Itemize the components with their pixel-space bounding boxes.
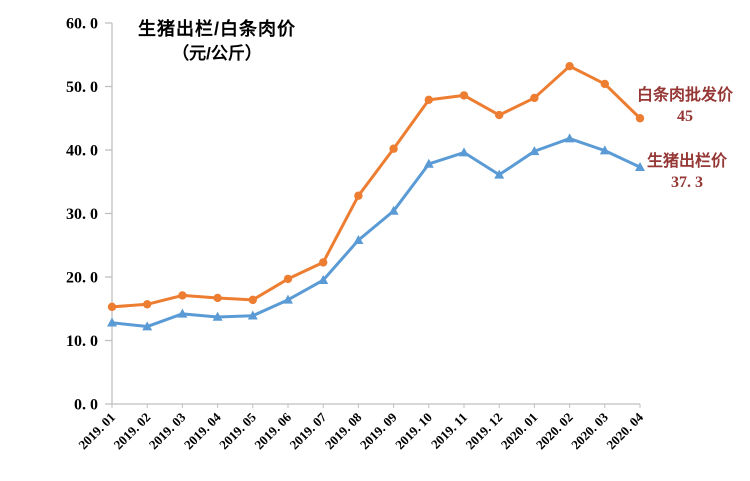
data-point-marker [283, 294, 293, 304]
data-point-marker [248, 295, 257, 305]
series-line [110, 137, 642, 329]
x-tick-label: 2019. 02 [111, 410, 154, 453]
data-point-marker [529, 146, 540, 156]
x-tick-label: 2019. 04 [181, 409, 224, 452]
y-tick-label: 40. 0 [66, 143, 98, 160]
x-tick-label: 2020. 01 [498, 410, 541, 453]
data-point-marker [459, 91, 469, 100]
data-point-marker [424, 95, 433, 105]
x-tick-label: 2019. 01 [75, 410, 118, 453]
chart-title-block: 生猪出栏/白条肉价 （元/公斤） [112, 18, 322, 64]
chart-title: 生猪出栏/白条肉价 [137, 19, 296, 39]
x-tick-label: 2019. 10 [392, 410, 435, 453]
series-name-label: 生猪出栏价 [646, 153, 727, 170]
data-point-marker [530, 93, 539, 103]
data-point-marker [142, 321, 153, 331]
x-tick-label: 2019. 08 [322, 409, 365, 452]
series-name-label: 白条肉批发价 [636, 87, 733, 104]
data-point-marker [494, 169, 505, 179]
data-point-marker [178, 291, 187, 300]
data-point-marker [459, 147, 469, 157]
x-tick-label: 2019. 06 [251, 409, 294, 452]
data-point-marker [107, 302, 117, 312]
data-point-marker [388, 205, 399, 215]
data-point-marker [565, 61, 574, 71]
data-point-marker [107, 317, 117, 327]
data-point-marker [283, 274, 293, 284]
y-tick-label: 30. 0 [66, 206, 98, 223]
x-tick-label: 2019. 11 [428, 410, 470, 452]
data-point-marker [635, 161, 645, 171]
data-point-marker [564, 133, 575, 143]
x-tick-label: 2019. 09 [357, 409, 400, 452]
data-point-marker [212, 311, 223, 321]
data-point-marker [423, 158, 434, 168]
data-point-marker [354, 191, 363, 200]
series-annotation-live-pig: 生猪出栏价 37. 3 [627, 152, 747, 192]
data-point-marker [600, 79, 609, 89]
data-point-marker [495, 110, 504, 120]
y-tick-label: 10. 0 [66, 333, 98, 350]
chart-subtitle: （元/公斤） [172, 43, 262, 63]
data-point-marker [599, 145, 610, 155]
y-tick-label: 20. 0 [66, 270, 98, 287]
data-point-marker [213, 293, 222, 303]
data-point-marker [319, 258, 328, 267]
data-point-marker [177, 308, 188, 318]
data-point-marker [318, 274, 329, 284]
x-tick-label: 2020. 03 [568, 409, 611, 452]
y-tick-label: 60. 0 [66, 16, 98, 33]
data-point-marker [635, 114, 645, 123]
x-tick-label: 2020. 02 [533, 410, 576, 453]
y-tick-label: 50. 0 [66, 79, 98, 96]
x-tick-label: 2019. 05 [216, 409, 259, 452]
series-end-value: 45 [677, 108, 693, 126]
series-end-value: 37. 3 [671, 174, 703, 192]
data-point-marker [247, 310, 258, 320]
data-point-marker [143, 300, 152, 309]
data-point-marker [389, 144, 398, 153]
series-line [110, 64, 642, 309]
series-annotation-wholesale-pork: 白条肉批发价 45 [625, 86, 745, 126]
x-tick-label: 2019. 12 [463, 410, 506, 453]
x-tick-label: 2019. 07 [287, 409, 330, 452]
x-tick-label: 2019. 03 [146, 409, 189, 452]
x-tick-label: 2020. 04 [603, 409, 646, 452]
y-tick-label: 0. 0 [74, 397, 98, 414]
data-point-marker [353, 234, 364, 244]
